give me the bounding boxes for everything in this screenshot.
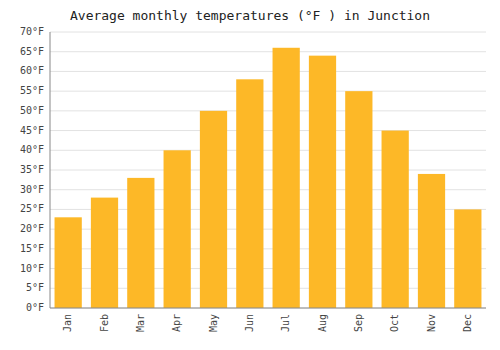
y-axis: 0°F 5°F 10°F 15°F 20°F 25°F 30°F 35°F 40°F 45°F 50… (20, 26, 486, 313)
x-tick-label: Jun (244, 314, 255, 332)
grid-line (50, 150, 486, 151)
x-tick-label: Dec (462, 314, 473, 332)
bar (273, 48, 300, 308)
bar (418, 174, 445, 308)
bar (91, 198, 118, 308)
y-tick-label: 25°F (20, 203, 44, 214)
x-tick-label: Jan (62, 314, 73, 332)
bar (236, 79, 263, 308)
y-tick-label: 30°F (20, 184, 44, 195)
y-tick-label: 0°F (26, 302, 44, 313)
x-tick-label: Sep (353, 314, 364, 332)
y-tick-label: 55°F (20, 85, 44, 96)
x-tick-label: Oct (389, 314, 400, 332)
grid-line (50, 130, 486, 131)
x-tick-label: Nov (426, 314, 437, 332)
x-tick-label: Mar (135, 314, 146, 332)
bar (164, 150, 191, 308)
y-tick-label: 20°F (20, 223, 44, 234)
bar (309, 56, 336, 308)
y-tick-label: 35°F (20, 164, 44, 175)
bar (127, 178, 154, 308)
grid-line (50, 71, 486, 72)
x-tick-label: Jul (280, 314, 291, 332)
bar (345, 91, 372, 308)
bar (200, 111, 227, 308)
x-tick-label: Aug (317, 314, 328, 332)
y-axis-line (50, 32, 51, 308)
y-tick-label: 15°F (20, 243, 44, 254)
bar (454, 209, 481, 308)
x-axis: Jan Feb Mar Apr May Jun Jul Aug Sep Oct Nov Dec (62, 314, 473, 332)
grid-line (50, 91, 486, 92)
bar (55, 217, 82, 308)
grid-line (50, 110, 486, 111)
y-tick-label: 45°F (20, 125, 44, 136)
grid-line (50, 51, 486, 52)
bar (382, 131, 409, 308)
y-tick-label: 60°F (20, 65, 44, 76)
y-tick-label: 40°F (20, 144, 44, 155)
grid-line (50, 308, 486, 309)
grid-line (50, 32, 486, 33)
y-tick-label: 50°F (20, 105, 44, 116)
x-tick-label: Feb (99, 314, 110, 332)
title: Average monthly temperatures (°F ) in Ju… (70, 8, 430, 23)
y-tick-label: 5°F (26, 282, 44, 293)
chart: Average monthly temperatures (°F ) in Ju… (0, 0, 500, 350)
y-tick-label: 10°F (20, 263, 44, 274)
y-tick-label: 65°F (20, 46, 44, 57)
x-axis-line (50, 308, 486, 309)
x-tick-label: May (208, 314, 219, 332)
grid-line (50, 170, 486, 171)
bars (55, 48, 482, 308)
y-tick-label: 70°F (20, 26, 44, 37)
x-tick-label: Apr (171, 314, 182, 332)
